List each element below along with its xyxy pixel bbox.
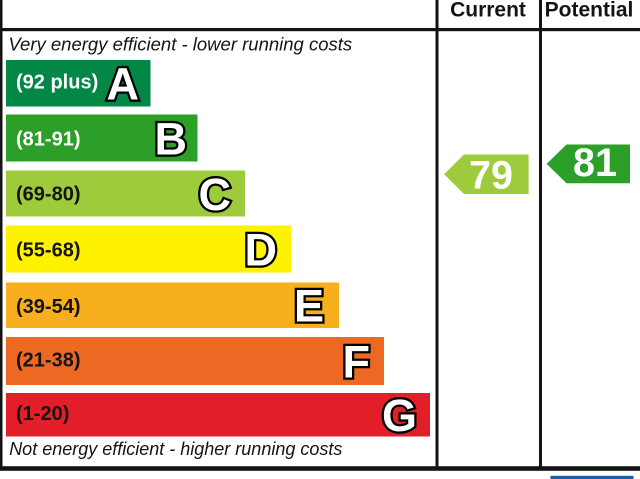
svg-text:(21-38): (21-38) xyxy=(16,349,80,371)
svg-text:B: B xyxy=(155,113,188,164)
svg-text:E: E xyxy=(294,281,324,332)
svg-text:(69-80): (69-80) xyxy=(16,184,80,206)
svg-text:G: G xyxy=(382,390,417,441)
svg-text:F: F xyxy=(343,336,371,387)
svg-text:C: C xyxy=(199,169,232,220)
svg-text:Very energy efficient - lower: Very energy efficient - lower running co… xyxy=(8,33,352,54)
svg-text:79: 79 xyxy=(469,153,513,197)
svg-text:(1-20): (1-20) xyxy=(16,403,69,425)
svg-text:Not energy efficient - higher: Not energy efficient - higher running co… xyxy=(9,439,342,459)
svg-text:(81-91): (81-91) xyxy=(16,128,80,150)
svg-text:A: A xyxy=(107,59,140,110)
svg-text:D: D xyxy=(245,224,278,275)
svg-text:(92 plus): (92 plus) xyxy=(16,71,98,93)
svg-text:Current: Current xyxy=(450,0,526,22)
svg-text:(55-68): (55-68) xyxy=(16,239,80,261)
svg-text:(39-54): (39-54) xyxy=(16,296,80,318)
svg-text:81: 81 xyxy=(573,141,617,185)
svg-text:Potential: Potential xyxy=(545,0,634,22)
